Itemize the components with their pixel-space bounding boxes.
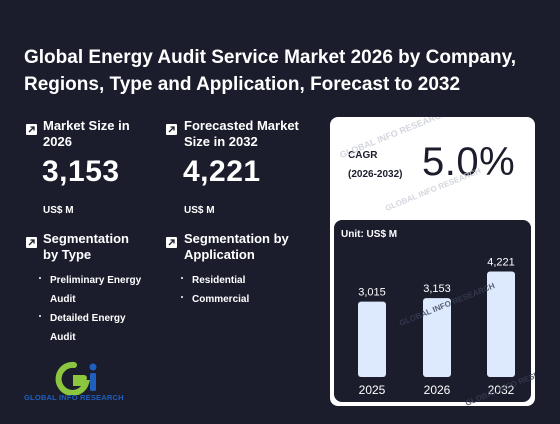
list-item: Commercial (180, 290, 300, 309)
cagr-value: 5.0% (422, 140, 516, 184)
page-title: Global Energy Audit Service Market 2026 … (24, 47, 517, 95)
arrow-up-right-icon (26, 237, 37, 248)
segment-type-title: Segmentation by Type (43, 231, 129, 262)
logo: GLOBAL INFO RESEARCH (24, 361, 144, 405)
value-label: 4,221 (487, 256, 515, 268)
chart-unit-label: Unit: US$ M (341, 229, 398, 240)
category-label: 2025 (359, 383, 386, 397)
segment-application-list: Residential Commercial (180, 271, 300, 309)
market-size-unit: US$ M (43, 205, 74, 216)
market-size-value: 3,153 (42, 155, 120, 188)
list-item: Residential (180, 271, 300, 290)
cagr-card: CAGR (2026-2032) 5.0% GLOBAL INFO RESEAR… (330, 117, 535, 406)
cagr-label-line2: (2026-2032) (348, 169, 403, 180)
forecast-size-unit: US$ M (184, 205, 215, 216)
list-item: Detailed Energy Audit (38, 309, 148, 347)
bar-2032 (487, 271, 515, 377)
category-label: 2032 (488, 383, 515, 397)
forecast-size-value: 4,221 (183, 155, 261, 188)
arrow-up-right-icon (166, 237, 177, 248)
arrow-up-right-icon (166, 124, 177, 135)
value-label: 3,153 (423, 283, 451, 295)
cagr-label: CAGR (2026-2032) (348, 146, 402, 184)
logo-mark-icon (55, 361, 97, 396)
forecast-size-label: Forecasted Market Size in 2032 (184, 118, 299, 149)
arrow-up-right-icon (26, 124, 37, 135)
bar-chart-svg: 3,015 2025 3,153 2026 4,221 2032 (358, 256, 515, 397)
bar-2025 (358, 301, 386, 377)
cagr-label-line1: CAGR (348, 150, 378, 161)
bar-2026 (423, 298, 451, 377)
bar-chart: Unit: US$ M 3,015 2025 3,153 2026 4,221 2032 … (334, 220, 535, 406)
value-label: 3,015 (358, 287, 386, 299)
logo-text: GLOBAL INFO RESEARCH (24, 393, 124, 402)
segment-application-title: Segmentation by Application (184, 231, 289, 262)
category-label: 2026 (424, 383, 451, 397)
market-size-label: Market Size in 2026 (43, 118, 130, 149)
list-item: Preliminary Energy Audit (38, 271, 148, 309)
segment-type-list: Preliminary Energy Audit Detailed Energy… (38, 271, 148, 347)
